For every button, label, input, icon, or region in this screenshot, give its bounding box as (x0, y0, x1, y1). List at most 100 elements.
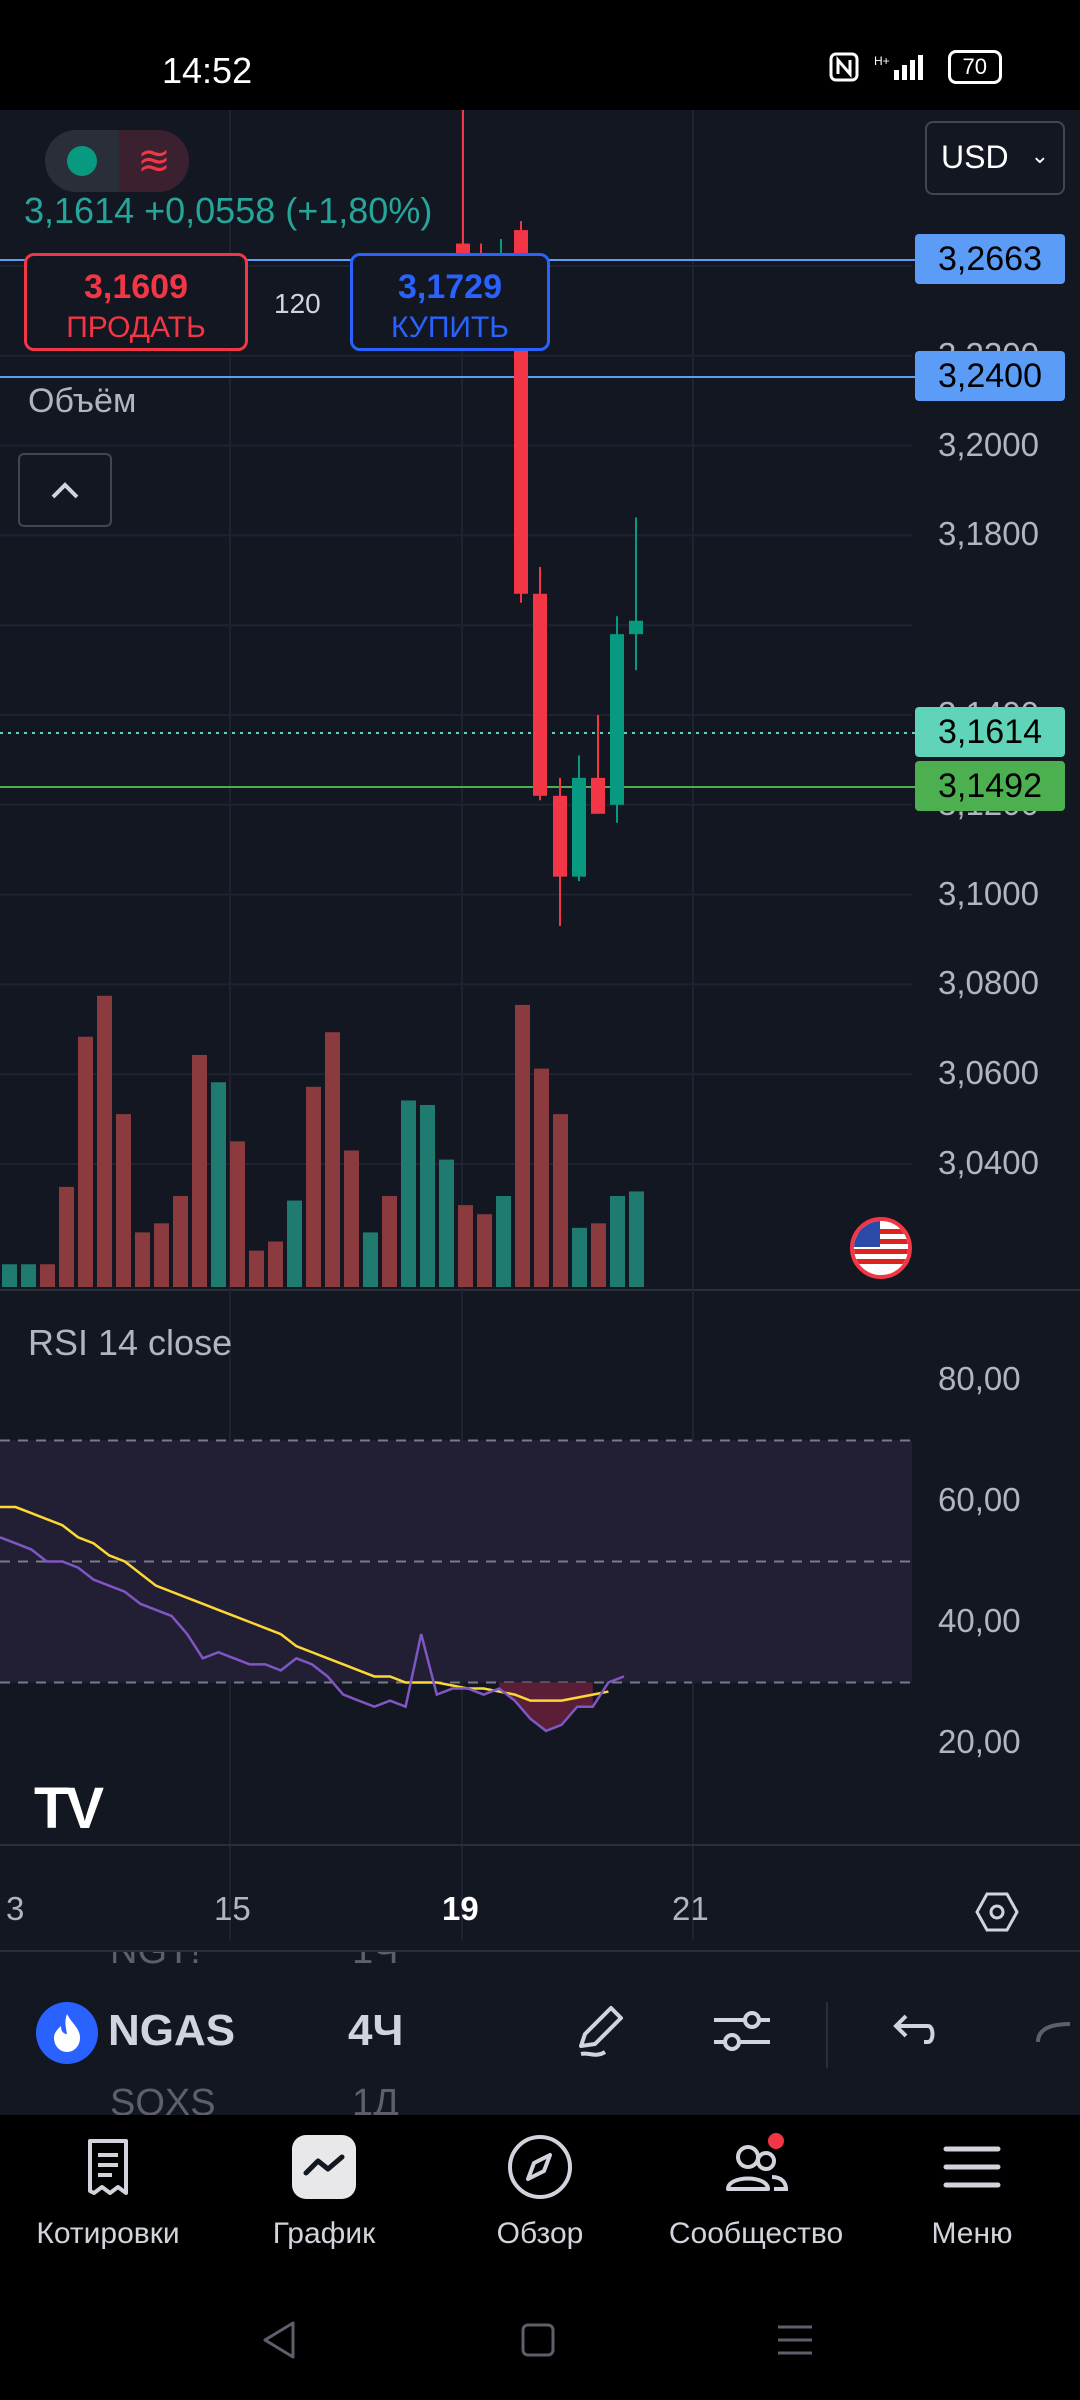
timeframe-button[interactable]: 4Ч (348, 2006, 404, 2055)
price-label: 3,0800 (938, 964, 1039, 1002)
volume-bar (515, 1004, 530, 1287)
symbol-name[interactable]: NGAS (108, 2006, 236, 2055)
status-dot-icon (67, 146, 97, 176)
buy-button[interactable]: 3,1729 КУПИТЬ (350, 253, 550, 351)
back-triangle-icon[interactable] (255, 2315, 305, 2365)
nav-overview[interactable]: Обзор (432, 2115, 648, 2285)
indicator-toggle[interactable]: ≋ (45, 130, 189, 192)
redo-icon[interactable] (1030, 1996, 1080, 2068)
svg-text:H+: H+ (874, 54, 890, 68)
volume-bar (534, 1068, 549, 1287)
home-square-icon[interactable] (513, 2315, 563, 2365)
rsi-scale-label: 80,00 (938, 1360, 1021, 1397)
volume-bar (154, 1223, 169, 1287)
system-navigation-bar (0, 2285, 1080, 2400)
price-label: 3,0600 (938, 1054, 1039, 1092)
spread-value: 120 (274, 288, 321, 319)
toolbar-divider (826, 2002, 828, 2068)
nav-quotes[interactable]: Котировки (0, 2115, 216, 2285)
chart-icon (292, 2135, 356, 2199)
price-tag: 3,2663 (915, 234, 1065, 284)
battery-icon: 70 (947, 50, 1002, 84)
collapse-button[interactable] (18, 453, 112, 527)
us-flag-icon[interactable] (850, 1217, 912, 1279)
nav-menu-label: Меню (931, 2217, 1013, 2250)
price-label: 3,1000 (938, 874, 1039, 912)
quote-line: 3,1614 +0,0558 (+1,80%) (24, 190, 433, 231)
candle-body (533, 593, 547, 796)
tradingview-logo-icon[interactable]: TV (34, 1776, 104, 1841)
rsi-label[interactable]: RSI 14 close (28, 1322, 233, 1363)
recents-icon[interactable] (770, 2315, 820, 2365)
volume-bar (211, 1082, 226, 1287)
nav-quotes-label: Котировки (36, 2217, 180, 2250)
volume-bar (458, 1205, 473, 1287)
chart-canvas[interactable] (0, 110, 1080, 1950)
price-label: 3,2000 (938, 425, 1039, 463)
volume-bar (116, 1114, 131, 1287)
candle-body (553, 795, 567, 877)
volume-label: Объём (28, 382, 137, 420)
prev-symbol: NGT! (110, 1950, 201, 1972)
clock: 14:52 (162, 50, 253, 91)
volume-bar (2, 1264, 17, 1287)
volume-bars (2, 995, 644, 1287)
volume-bar (401, 1100, 416, 1287)
people-icon (726, 2133, 789, 2191)
volume-bar (553, 1114, 568, 1287)
indicators-icon[interactable] (706, 1996, 778, 2068)
rsi-pane (0, 1289, 1080, 1940)
rsi-scale-label: 60,00 (938, 1481, 1021, 1518)
candle-body (572, 777, 586, 877)
volume-bar (420, 1105, 435, 1287)
sell-button[interactable]: 3,1609 ПРОДАТЬ (24, 253, 248, 351)
nav-community[interactable]: Сообщество (648, 2115, 864, 2285)
status-bar: 14:52 H+ 70 (0, 0, 1080, 110)
undo-icon[interactable] (876, 1996, 948, 2068)
time-label: 21 (672, 1890, 709, 1927)
volume-bar (21, 1264, 36, 1287)
buy-price: 3,1729 (398, 268, 502, 306)
volume-bar (572, 1227, 587, 1287)
price-label: 3,0400 (938, 1144, 1039, 1181)
buy-label: КУПИТЬ (390, 311, 509, 344)
nav-menu[interactable]: Меню (864, 2115, 1080, 2285)
rsi-scale-label: 40,00 (938, 1602, 1021, 1639)
price-tag: 3,2400 (915, 351, 1065, 401)
volume-bar (439, 1159, 454, 1287)
symbol-toolbar: NGT! 1Ч NGAS 4Ч SOXS 1Д (0, 1950, 1080, 2117)
next-symbol: SOXS (110, 2082, 216, 2117)
nfc-icon (829, 52, 859, 82)
volume-bar (59, 1186, 74, 1287)
candle-body (629, 620, 643, 635)
volume-bar (78, 1036, 93, 1287)
currency-select[interactable]: USD ⌄ (925, 121, 1065, 195)
pencil-icon[interactable] (565, 1996, 637, 2068)
price-tag: 3,1614 (915, 707, 1065, 757)
volume-bar (629, 1191, 644, 1287)
flame-icon (36, 2002, 98, 2064)
next-timeframe: 1Д (352, 2082, 399, 2117)
list-doc-icon (88, 2139, 128, 2195)
compass-icon (508, 2135, 572, 2199)
nav-chart-label: График (272, 2217, 376, 2250)
approx-icon[interactable]: ≋ (119, 130, 189, 192)
volume-bar (97, 995, 112, 1287)
volume-bar (230, 1141, 245, 1287)
time-label: 15 (214, 1890, 251, 1927)
volume-bar (192, 1054, 207, 1287)
nav-chart[interactable]: График (216, 2115, 432, 2285)
volume-bar (344, 1150, 359, 1287)
nav-community-label: Сообщество (668, 2217, 844, 2250)
volume-bar (40, 1264, 55, 1287)
signal-icon: H+ (874, 54, 923, 80)
rsi-scale-label: 20,00 (938, 1723, 1021, 1760)
prev-timeframe: 1Ч (352, 1950, 399, 1972)
chart-area[interactable]: ≋ 3,1614 +0,0558 (+1,80%) USD ⌄ 3,1609 П… (0, 110, 1080, 1950)
volume-bar (325, 1032, 340, 1287)
chart-settings-button[interactable] (975, 1890, 1019, 1934)
volume-bar (173, 1196, 188, 1287)
nav-overview-label: Обзор (496, 2217, 584, 2250)
time-label: 3 (6, 1890, 25, 1927)
sell-price: 3,1609 (84, 268, 188, 306)
